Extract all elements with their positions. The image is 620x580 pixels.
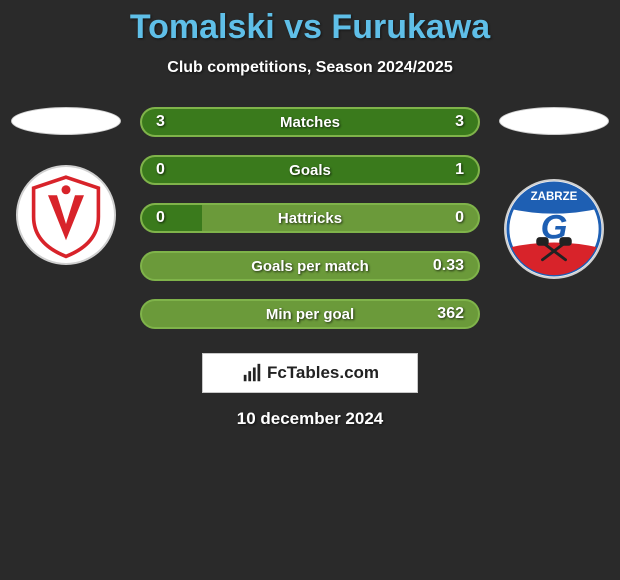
stat-right-value: 0 (418, 209, 478, 227)
right-club-badge: ZABRZE G (504, 179, 604, 279)
stat-right-value: 1 (418, 161, 478, 179)
gornik-badge-icon: ZABRZE G (506, 179, 602, 279)
stat-left-value: 3 (142, 113, 202, 131)
stat-left-value: 0 (142, 209, 202, 227)
stat-right-value: 3 (418, 113, 478, 131)
brand-chart-icon (241, 362, 263, 384)
stat-label: Min per goal (202, 306, 418, 323)
main-row: 3Matches30Goals10Hattricks0Goals per mat… (0, 107, 620, 329)
stat-row: 3Matches3 (140, 107, 480, 137)
brand-box[interactable]: FcTables.com (202, 353, 418, 393)
stat-row: 0Hattricks0 (140, 203, 480, 233)
right-player-oval (499, 107, 609, 135)
page-title: Tomalski vs Furukawa (0, 8, 620, 47)
stat-label: Goals per match (202, 258, 418, 275)
stat-row: 0Goals1 (140, 155, 480, 185)
comparison-card: Tomalski vs Furukawa Club competitions, … (0, 0, 620, 429)
date-line: 10 december 2024 (0, 409, 620, 429)
stat-row: Goals per match0.33 (140, 251, 480, 281)
stat-left-value: 0 (142, 161, 202, 179)
svg-text:ZABRZE: ZABRZE (531, 191, 578, 203)
vicenza-badge-icon (21, 170, 111, 260)
stat-right-value: 0.33 (418, 257, 478, 275)
stat-row: Min per goal362 (140, 299, 480, 329)
brand-text: FcTables.com (267, 363, 379, 383)
stat-right-value: 362 (418, 305, 478, 323)
stat-label: Hattricks (202, 210, 418, 227)
stats-column: 3Matches30Goals10Hattricks0Goals per mat… (140, 107, 480, 329)
left-player-col (6, 107, 126, 265)
left-player-oval (11, 107, 121, 135)
subtitle: Club competitions, Season 2024/2025 (0, 59, 620, 77)
stat-label: Matches (202, 114, 418, 131)
left-club-badge (16, 165, 116, 265)
right-player-col: ZABRZE G (494, 107, 614, 279)
stat-label: Goals (202, 162, 418, 179)
